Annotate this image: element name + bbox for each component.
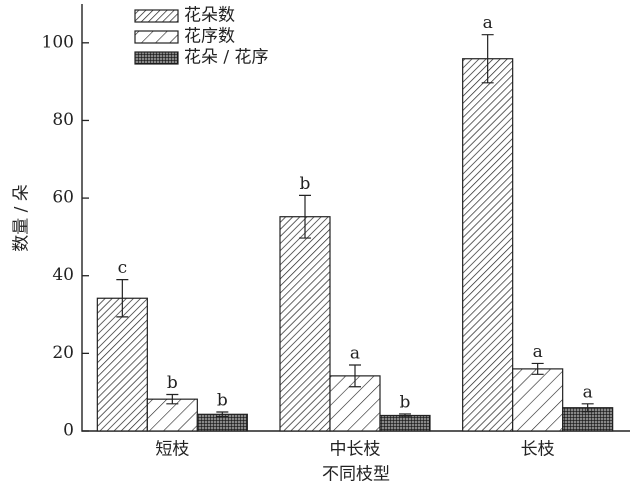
error-bar: [116, 279, 129, 318]
significance-letter: b: [400, 392, 411, 412]
y-tick-label: 0: [63, 421, 74, 441]
error-bar: [166, 393, 179, 405]
error-bar: [349, 364, 361, 388]
error-bar: [481, 34, 494, 84]
bar: [462, 58, 514, 432]
x-tick-label: 中长枝: [330, 440, 381, 460]
x-axis-title: 不同枝型: [322, 465, 390, 485]
significance-letter: b: [300, 174, 311, 194]
bar: [379, 414, 431, 432]
legend-label: 花序数: [184, 27, 235, 47]
bar: [96, 297, 148, 432]
legend-swatch: [134, 30, 179, 44]
legend-swatch: [134, 51, 179, 65]
y-tick-label: 40: [52, 265, 74, 285]
x-tick-label: 长枝: [521, 440, 555, 460]
y-tick-label: 20: [52, 343, 74, 363]
y-tick-label: 80: [52, 110, 74, 130]
error-bar: [581, 403, 594, 413]
significance-letter: a: [350, 344, 360, 364]
legend-swatch: [134, 9, 179, 23]
legend-label: 花朵数: [184, 6, 235, 26]
significance-letter: a: [583, 382, 593, 402]
error-bar: [399, 413, 411, 418]
significance-letter: b: [217, 390, 228, 410]
x-tick-label: 短枝: [155, 440, 189, 460]
bar: [279, 216, 331, 432]
error-bar: [216, 411, 229, 418]
y-axis-title: 数量 / 朵: [12, 184, 32, 252]
y-tick-label: 100: [42, 32, 74, 52]
error-bar: [531, 362, 544, 375]
significance-letter: a: [533, 342, 543, 362]
axis-line: [81, 4, 630, 432]
y-tick-label: 60: [52, 188, 74, 208]
legend-label: 花朵 / 花序: [184, 48, 269, 68]
significance-letter: c: [118, 258, 128, 278]
significance-letter: b: [167, 373, 178, 393]
error-bar: [299, 194, 311, 239]
significance-letter: a: [483, 13, 493, 33]
bar: [512, 368, 564, 432]
